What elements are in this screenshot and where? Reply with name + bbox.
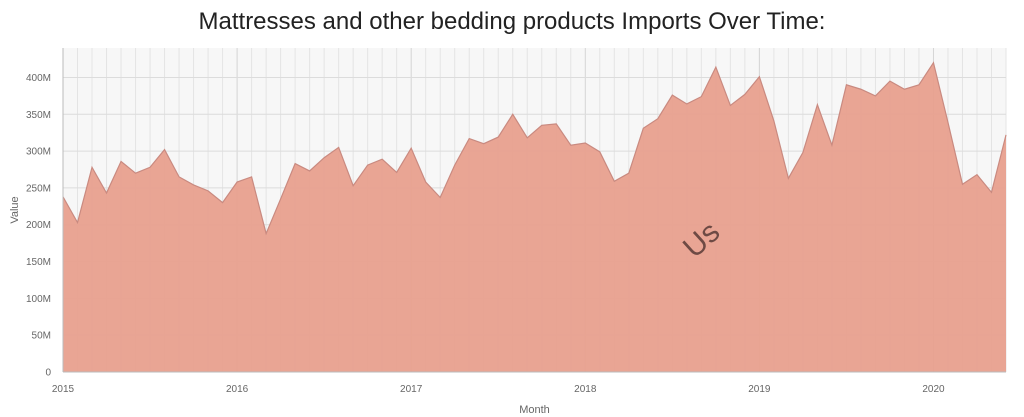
x-tick-label: 2018 (574, 384, 597, 395)
x-tick-label: 2015 (52, 384, 75, 395)
y-tick-label: 50M (32, 331, 51, 342)
x-axis-title: Month (519, 404, 550, 416)
y-tick-label: 100M (26, 294, 51, 305)
series-line-us (62, 61, 1007, 236)
y-tick-label: 400M (26, 73, 51, 84)
y-tick-label: 200M (26, 220, 51, 231)
x-tick-label: 2016 (226, 384, 249, 395)
y-tick-label: 300M (26, 147, 51, 158)
chart-title: Mattresses and other bedding products Im… (198, 8, 826, 35)
series-area-us (63, 62, 1006, 372)
x-tick-label: 2020 (922, 384, 945, 395)
y-tick-label: 250M (26, 183, 51, 194)
x-tick-label: 2017 (400, 384, 423, 395)
y-tick-label: 0 (45, 368, 51, 379)
y-tick-label: 150M (26, 257, 51, 268)
x-tick-label: 2019 (748, 384, 771, 395)
y-axis-title: Value (9, 196, 21, 223)
y-tick-label: 350M (26, 110, 51, 121)
